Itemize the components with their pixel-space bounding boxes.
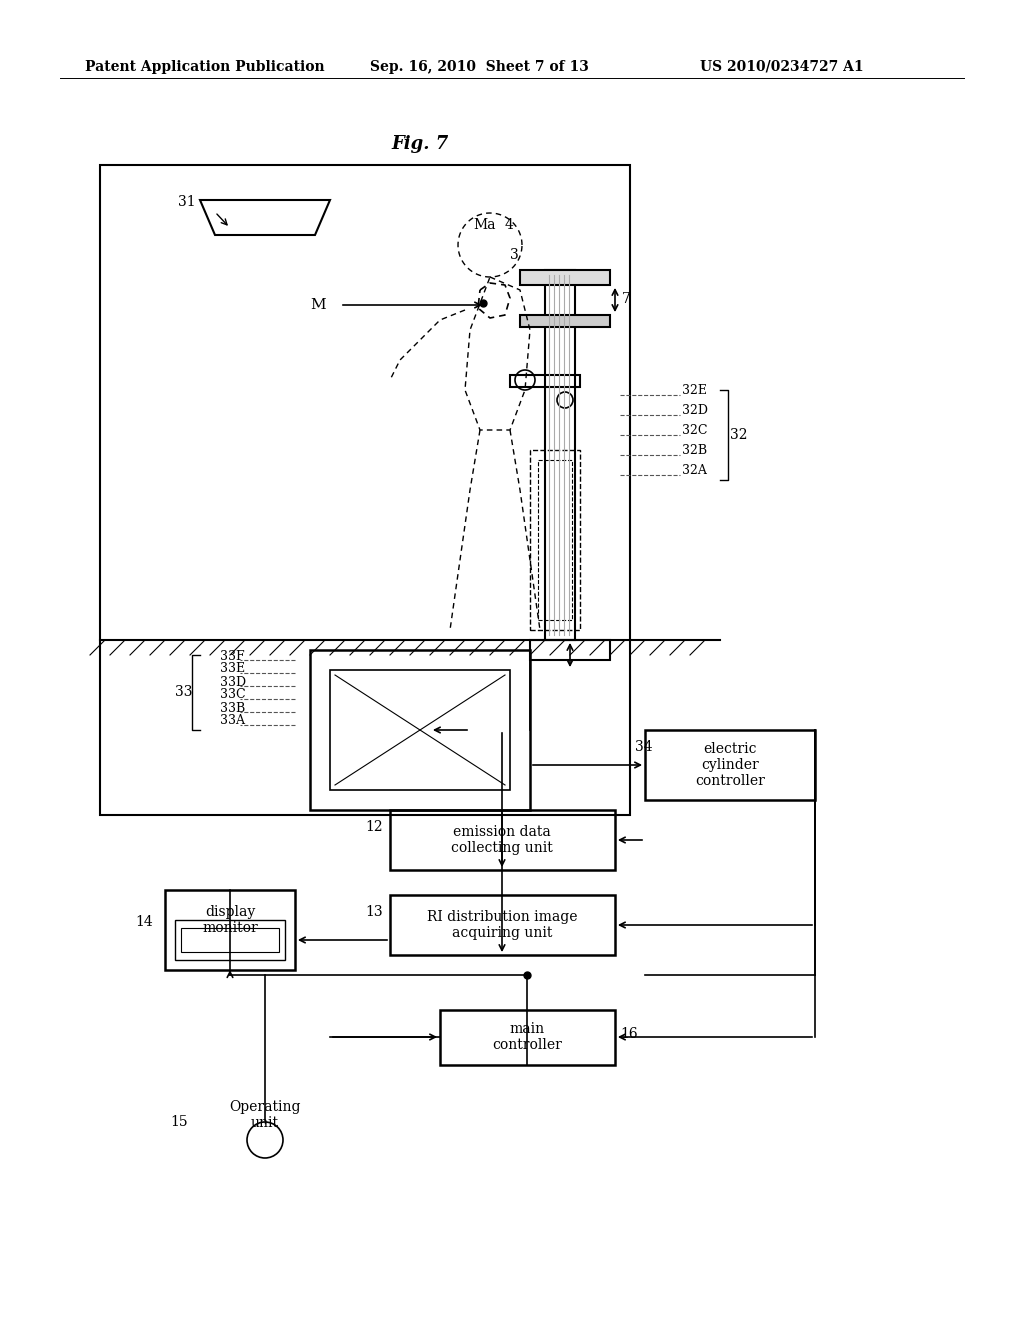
Text: Patent Application Publication: Patent Application Publication	[85, 59, 325, 74]
Bar	[530, 640, 610, 660]
Text: 16: 16	[620, 1027, 638, 1041]
Text: 13: 13	[365, 906, 383, 919]
Bar	[520, 315, 610, 327]
Text: 32B: 32B	[682, 445, 708, 458]
Text: emission data
collecting unit: emission data collecting unit	[452, 825, 553, 855]
Text: main
controller: main controller	[493, 1022, 562, 1052]
Bar	[165, 890, 295, 970]
Text: Ma: Ma	[473, 218, 496, 232]
Text: 33: 33	[175, 685, 193, 700]
Text: 3: 3	[510, 248, 519, 261]
Text: M: M	[310, 298, 326, 312]
Text: electric
cylinder
controller: electric cylinder controller	[695, 742, 765, 788]
Text: 32E: 32E	[682, 384, 707, 397]
Bar	[310, 649, 530, 810]
Bar	[175, 920, 285, 960]
Text: 33B: 33B	[220, 701, 246, 714]
Bar	[645, 730, 815, 800]
Bar	[440, 1010, 615, 1065]
Bar	[510, 375, 580, 387]
Text: RI distribution image
acquiring unit: RI distribution image acquiring unit	[427, 909, 578, 940]
Text: 34: 34	[635, 741, 652, 754]
Bar	[390, 810, 615, 870]
Text: Sep. 16, 2010  Sheet 7 of 13: Sep. 16, 2010 Sheet 7 of 13	[370, 59, 589, 74]
Text: 15: 15	[170, 1115, 187, 1129]
Text: 33E: 33E	[220, 663, 245, 676]
Text: 32A: 32A	[682, 465, 707, 478]
Bar	[390, 895, 615, 954]
Bar	[538, 459, 572, 620]
Text: 33C: 33C	[220, 689, 246, 701]
Text: 31: 31	[178, 195, 196, 209]
Bar	[100, 165, 630, 814]
Text: 12: 12	[365, 820, 383, 834]
Bar	[530, 450, 580, 630]
Text: US 2010/0234727 A1: US 2010/0234727 A1	[700, 59, 863, 74]
Text: 33D: 33D	[220, 676, 246, 689]
Text: display
monitor: display monitor	[202, 906, 258, 935]
Bar	[330, 671, 510, 789]
Bar	[545, 271, 575, 640]
Text: Operating
unit: Operating unit	[229, 1100, 301, 1130]
Text: 14: 14	[135, 915, 153, 929]
Text: 32C: 32C	[682, 425, 708, 437]
Text: 32: 32	[730, 428, 748, 442]
Text: 33A: 33A	[220, 714, 245, 727]
Bar	[520, 271, 610, 285]
Text: 4: 4	[505, 218, 514, 232]
Text: 7: 7	[622, 292, 631, 306]
Text: 32D: 32D	[682, 404, 708, 417]
Text: 33F: 33F	[220, 649, 245, 663]
Text: Fig. 7: Fig. 7	[391, 135, 449, 153]
Bar	[181, 928, 279, 952]
